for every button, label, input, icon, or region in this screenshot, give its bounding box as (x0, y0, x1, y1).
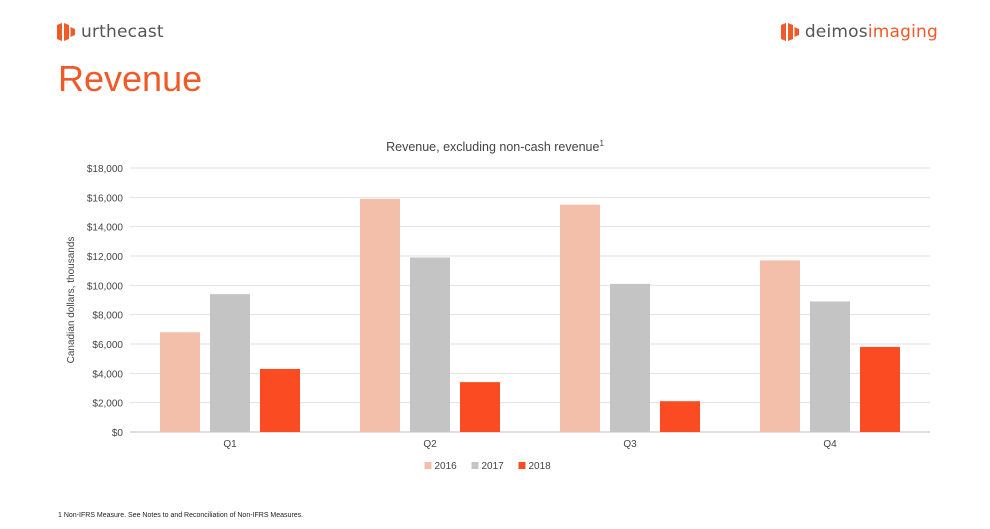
chart-title: Revenue, excluding non-cash revenue1 (386, 139, 604, 154)
y-tick-label: $2,000 (92, 399, 123, 410)
legend-label-2016: 2016 (435, 461, 458, 472)
urthecast-logo: urthecast (57, 22, 164, 42)
bar-2016-Q2 (360, 198, 400, 432)
bar-2018-Q1 (260, 368, 300, 432)
y-axis-label: Canadian dollars, thousands (66, 237, 77, 364)
chart-x-axis: Q1 Q2 Q3 Q4 (223, 439, 837, 450)
bar-2016-Q3 (560, 204, 600, 432)
chart-y-axis: $0 $2,000 $4,000 $6,000 $8,000 $10,000 $12,000… (87, 164, 124, 439)
y-tick-label: $4,000 (92, 369, 123, 380)
legend-label-2018: 2018 (529, 461, 552, 472)
bar-2017-Q1 (210, 294, 250, 432)
deimos-logo-icon (780, 23, 799, 41)
y-tick-label: $10,000 (87, 281, 124, 292)
y-tick-label: $0 (112, 428, 124, 439)
urthecast-logo-text: urthecast (81, 22, 164, 42)
x-tick-label: Q4 (823, 439, 837, 450)
deimos-logo-text-main: deimos (804, 22, 868, 42)
chart-legend: 2016 2017 2018 (424, 461, 552, 472)
y-tick-label: $12,000 (87, 252, 124, 263)
legend-label-2017: 2017 (482, 461, 505, 472)
chart-bars (160, 198, 900, 432)
y-tick-label: $16,000 (87, 193, 124, 204)
legend-swatch-2018 (518, 462, 526, 469)
bar-2018-Q2 (460, 382, 500, 432)
chart-title-text: Revenue, excluding non-cash revenue (386, 140, 599, 154)
deimos-imaging-logo: deimosimaging (780, 22, 938, 42)
y-tick-label: $18,000 (87, 164, 124, 175)
page-title: Revenue (58, 58, 203, 99)
x-tick-label: Q1 (223, 439, 237, 450)
y-tick-label: $14,000 (87, 223, 124, 234)
legend-swatch-2017 (471, 462, 479, 469)
deimos-logo-text-accent: imaging (867, 22, 938, 42)
y-tick-label: $8,000 (92, 311, 123, 322)
bar-2016-Q1 (160, 332, 200, 432)
legend-swatch-2016 (424, 462, 432, 469)
footnote: 1 Non-IFRS Measure. See Notes to and Rec… (58, 512, 304, 519)
x-tick-label: Q3 (623, 439, 637, 450)
x-tick-label: Q2 (423, 439, 437, 450)
bar-2017-Q4 (810, 301, 850, 432)
chart-title-sup: 1 (599, 139, 604, 148)
y-tick-label: $6,000 (92, 340, 123, 351)
deimos-logo-text: deimosimaging (805, 22, 938, 42)
urthecast-logo-icon (57, 23, 75, 41)
bar-2018-Q3 (660, 401, 700, 432)
bar-2017-Q3 (610, 283, 650, 432)
bar-2018-Q4 (860, 346, 900, 432)
bar-2017-Q2 (410, 257, 450, 432)
bar-2016-Q4 (760, 260, 800, 432)
